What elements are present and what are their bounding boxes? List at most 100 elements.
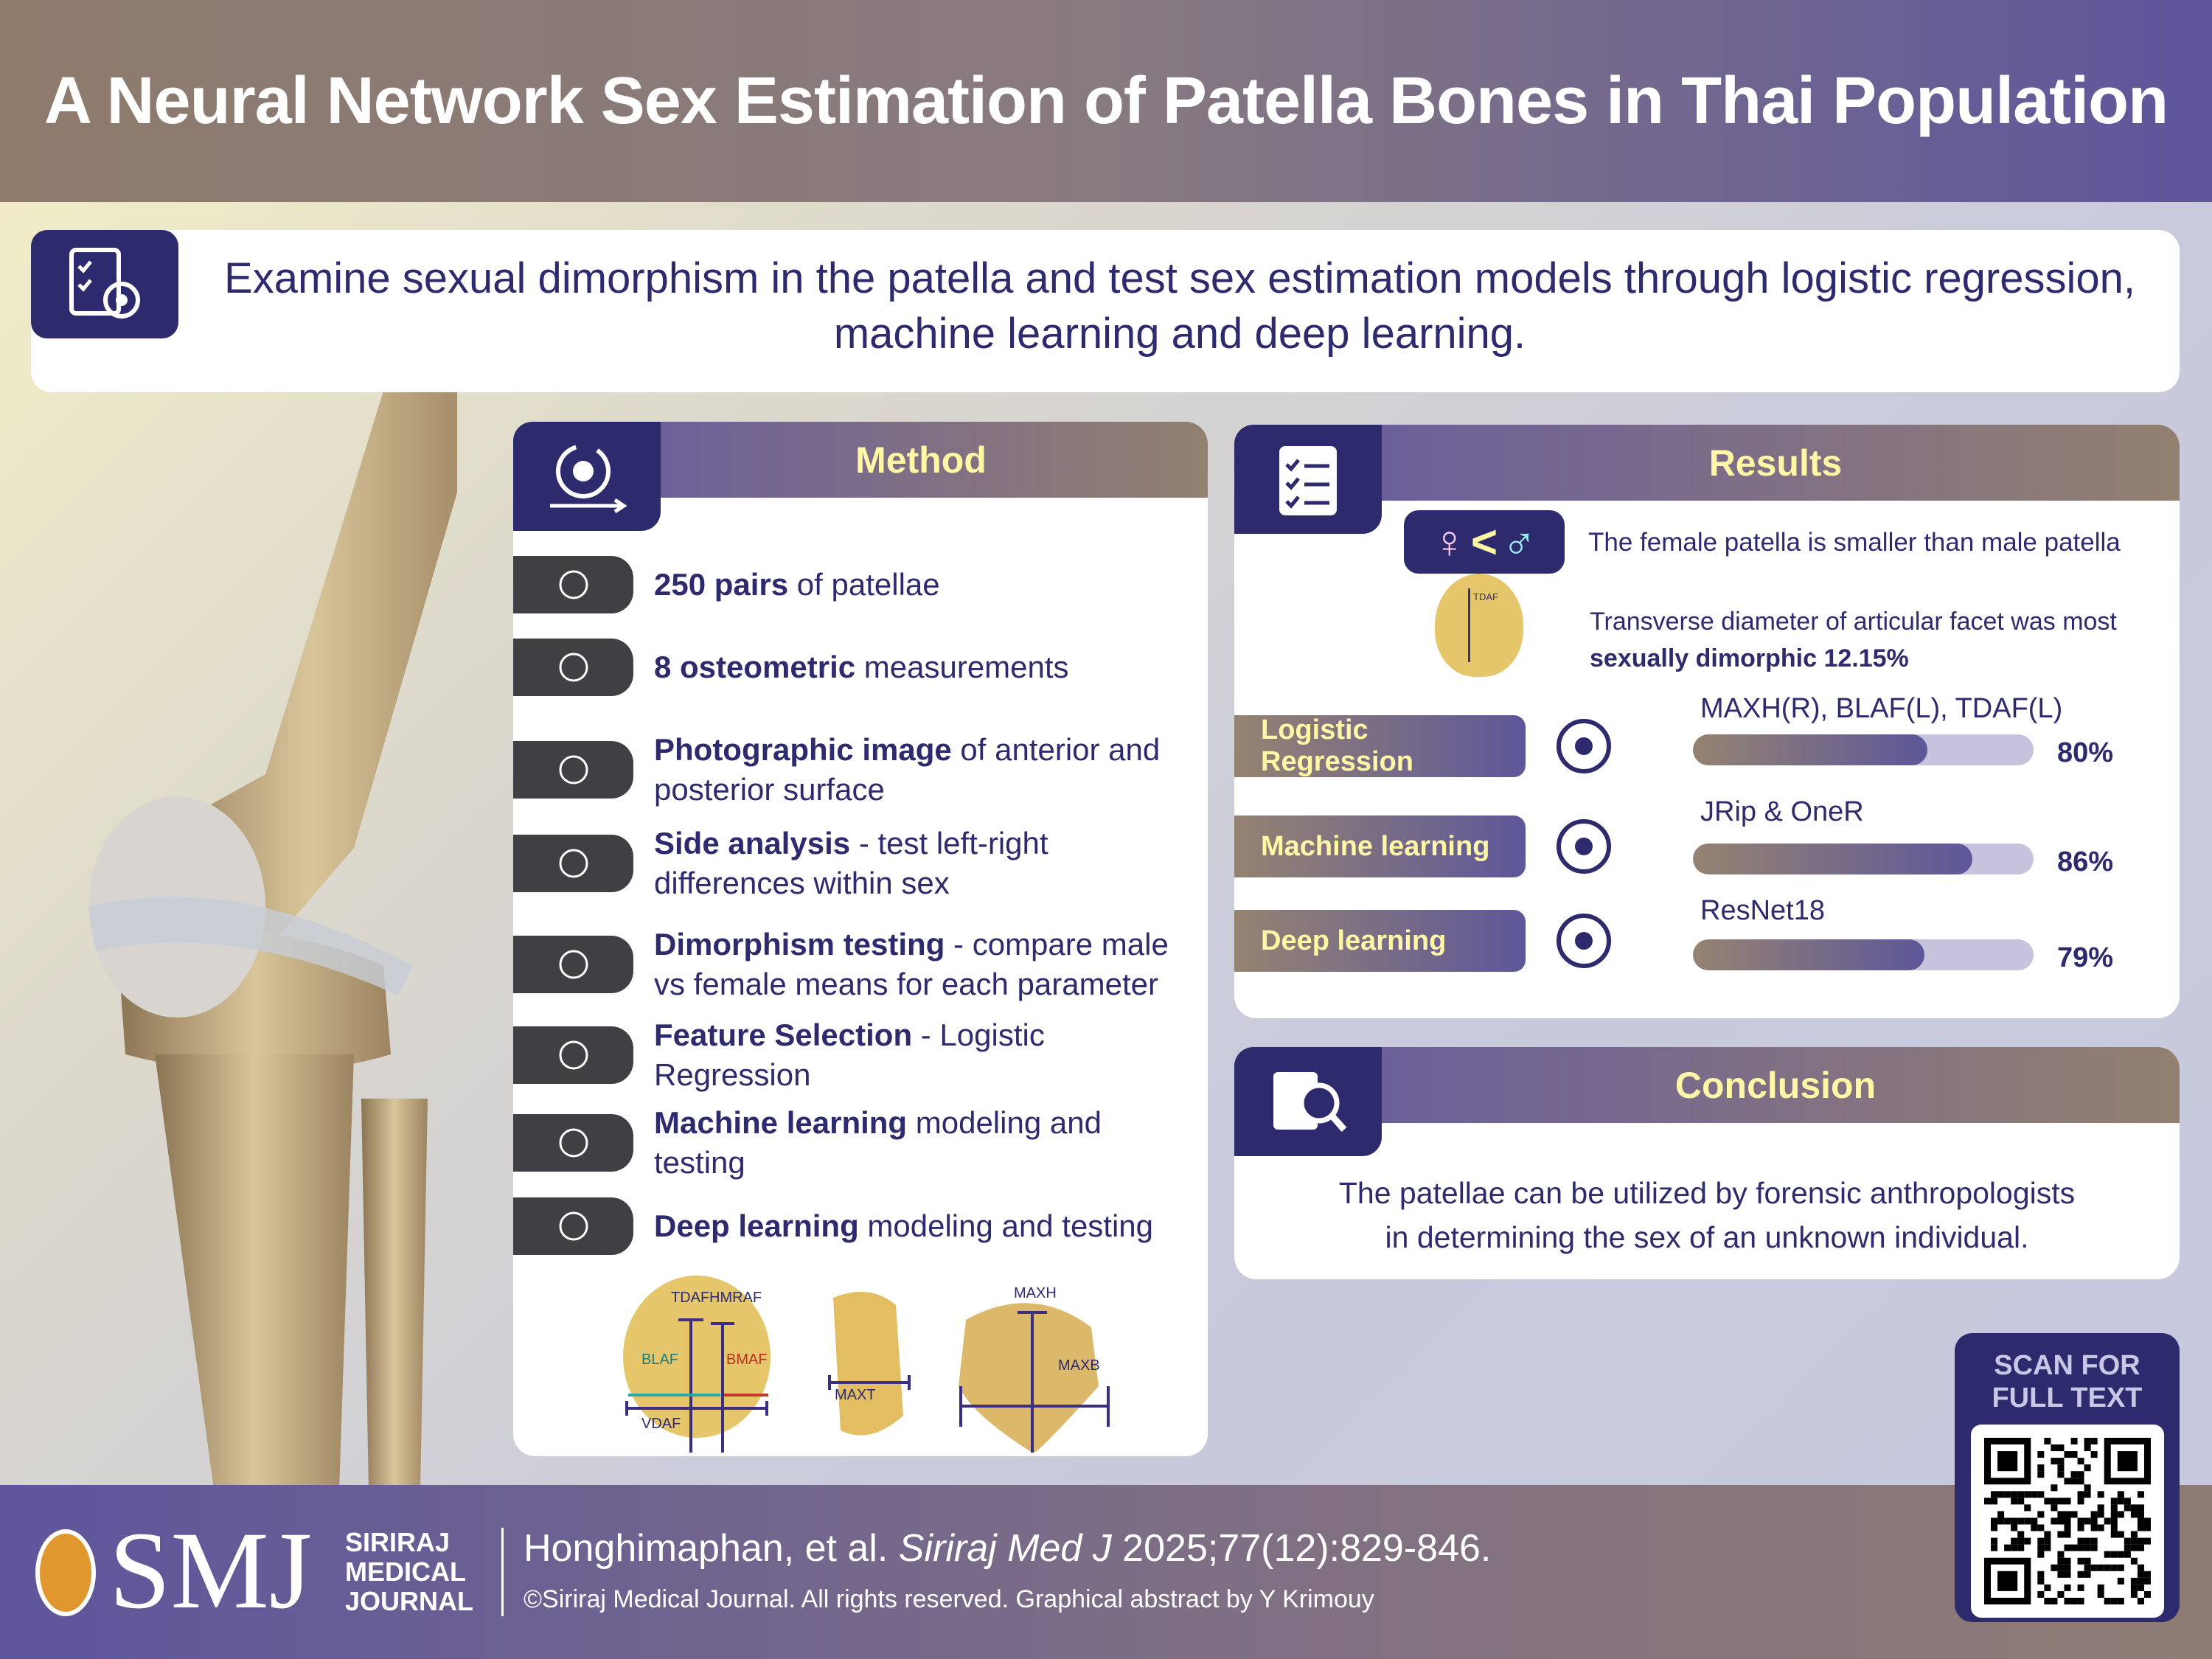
accuracy-bar-fill [1693, 734, 1927, 765]
method-item-bold: Machine learning [654, 1105, 908, 1140]
conclusion-line-2: in determining the sex of an unknown ind… [1385, 1220, 2029, 1254]
journal-name-3: JOURNAL [345, 1586, 474, 1616]
patella-measurement-diagram: TDAF HMRAF BLAF BMAF VDAF MAXT MAXH MAXB [623, 1276, 1110, 1453]
method-item-text: 8 osteometric measurements [654, 647, 1170, 687]
journal-name: SIRIRAJ MEDICAL JOURNAL [345, 1528, 473, 1616]
method-item-bold: 8 osteometric [654, 650, 856, 684]
method-item-bold: 250 pairs [654, 567, 789, 602]
scatter-chart-icon [513, 1026, 633, 1084]
page-title: A Neural Network Sex Estimation of Patel… [44, 63, 2168, 138]
method-item: Dimorphism testing - compare male vs fem… [513, 925, 1206, 1004]
model-label: Deep learning [1234, 910, 1526, 972]
copyright: ©Siriraj Medical Journal. All rights res… [524, 1585, 1374, 1613]
journal-name-1: SIRIRAJ [345, 1527, 451, 1557]
method-header: Method [634, 422, 1208, 498]
accuracy-percent: 80% [2057, 737, 2114, 768]
method-item-text: Feature Selection - Logistic Regression [654, 1015, 1170, 1095]
brain-circuit-icon [1557, 819, 1611, 874]
method-item-rest: modeling and testing [654, 1105, 1102, 1180]
method-title: Method [855, 439, 987, 481]
accuracy-bar [1693, 734, 2034, 765]
method-item-bold: Deep learning [654, 1208, 859, 1243]
label-bmaf: BMAF [726, 1352, 768, 1368]
network-brain-icon [513, 1197, 633, 1255]
header-banner: A Neural Network Sex Estimation of Patel… [0, 0, 2212, 202]
label-maxb: MAXB [1058, 1357, 1100, 1374]
method-item: Machine learning modeling and testing [513, 1103, 1206, 1183]
gender-icon [513, 936, 633, 993]
finding-dimorphism: Transverse diameter of articular facet w… [1590, 603, 2117, 677]
method-item: 8 osteometric measurements [513, 639, 1206, 696]
method-item: Feature Selection - Logistic Regression [513, 1015, 1206, 1095]
label-vdaf: VDAF [641, 1416, 681, 1432]
knee-illustration [88, 391, 457, 1489]
method-item: Deep learning modeling and testing [513, 1197, 1206, 1255]
method-item-text: 250 pairs of patellae [654, 565, 1170, 605]
finding-dimorphism-bold: sexually dimorphic [1590, 644, 1817, 672]
clipboard-check-icon [1234, 425, 1382, 534]
label-hmraf: HMRAF [709, 1290, 762, 1306]
scatter-chart-icon [1557, 719, 1611, 773]
conclusion-line-1: The patellae can be utilized by forensic… [1338, 1176, 2076, 1210]
method-item-rest: - Logistic Regression [654, 1018, 1045, 1092]
objective-box [31, 230, 2180, 392]
method-item-text: Machine learning modeling and testing [654, 1103, 1170, 1183]
network-brain-icon [1557, 914, 1611, 968]
conclusion-text: The patellae can be utilized by forensic… [1234, 1171, 2180, 1259]
method-item-bold: Photographic image [654, 732, 952, 767]
knees-icon [513, 556, 633, 613]
method-item-text: Deep learning modeling and testing [654, 1206, 1170, 1246]
smj-logo: SMJ [109, 1509, 313, 1632]
magnifier-document-icon [1234, 1047, 1382, 1156]
siriraj-seal-logo [35, 1529, 96, 1616]
brain-icon [513, 1114, 633, 1172]
accuracy-bar-fill [1693, 939, 1924, 970]
method-item-rest: of anterior and posterior surface [654, 732, 1161, 807]
label-tdaf: TDAF [671, 1290, 709, 1306]
method-item-rest: - compare male vs female means for each … [654, 927, 1169, 1001]
method-item-bold: Feature Selection [654, 1018, 913, 1052]
finding-dimorphism-text: Transverse diameter of articular facet w… [1590, 608, 2117, 636]
female-less-than-male-badge: ♀ < ♂ [1404, 510, 1565, 574]
model-label: Logistic Regression [1234, 714, 1526, 777]
method-item: 250 pairs of patellae [513, 556, 1206, 613]
method-item-rest: of patellae [788, 567, 940, 602]
label-maxt: MAXT [835, 1387, 876, 1403]
model-caption: JRip & OneR [1700, 796, 1864, 827]
method-item-rest: measurements [855, 650, 1069, 684]
objective-text: Examine sexual dimorphism in the patella… [224, 254, 2135, 358]
gear-cycle-icon [513, 422, 661, 531]
citation-authors: Honghimaphan, et al. [524, 1527, 899, 1570]
qr-box[interactable]: SCAN FOR FULL TEXT [1955, 1333, 2180, 1622]
conclusion-header: Conclusion [1371, 1047, 2180, 1123]
results-header: Results [1371, 425, 2180, 501]
finding-size: The female patella is smaller than male … [1588, 528, 2121, 557]
conclusion-title: Conclusion [1674, 1064, 1877, 1106]
method-item-text: Side analysis - test left-right differen… [654, 824, 1170, 903]
finding-dimorphism-value: 12.15% [1823, 644, 1909, 672]
method-item-rest: - test left-right differences within sex [654, 826, 1048, 900]
qr-code-pattern [1983, 1438, 2151, 1604]
checklist-target-icon [31, 230, 178, 338]
citation-journal: Siriraj Med J [898, 1527, 1112, 1570]
qr-label-2: FULL TEXT [1992, 1382, 2143, 1413]
method-item: Side analysis - test left-right differen… [513, 824, 1206, 903]
qr-code[interactable] [1970, 1425, 2164, 1618]
qr-label-1: SCAN FOR [1994, 1350, 2140, 1381]
accuracy-percent: 79% [2057, 942, 2114, 973]
model-caption: MAXH(R), BLAF(L), TDAF(L) [1700, 693, 2063, 724]
method-item-rest: modeling and testing [858, 1208, 1154, 1243]
leg-icon [513, 835, 633, 892]
method-item-text: Photographic image of anterior and poste… [654, 730, 1170, 810]
accuracy-bar-fill [1693, 844, 1972, 874]
accuracy-bar [1693, 844, 2034, 874]
citation-volume: 2025;77(12):829-846. [1111, 1527, 1492, 1570]
photo-icon [513, 741, 633, 799]
ruler-icon [513, 639, 633, 696]
journal-name-2: MEDICAL [345, 1557, 466, 1587]
female-symbol-icon: ♀ [1432, 516, 1467, 568]
label-maxh: MAXH [1014, 1285, 1057, 1301]
citation[interactable]: Honghimaphan, et al. Siriraj Med J 2025;… [524, 1526, 1491, 1571]
method-item-bold: Side analysis [654, 826, 851, 860]
results-title: Results [1708, 442, 1843, 484]
